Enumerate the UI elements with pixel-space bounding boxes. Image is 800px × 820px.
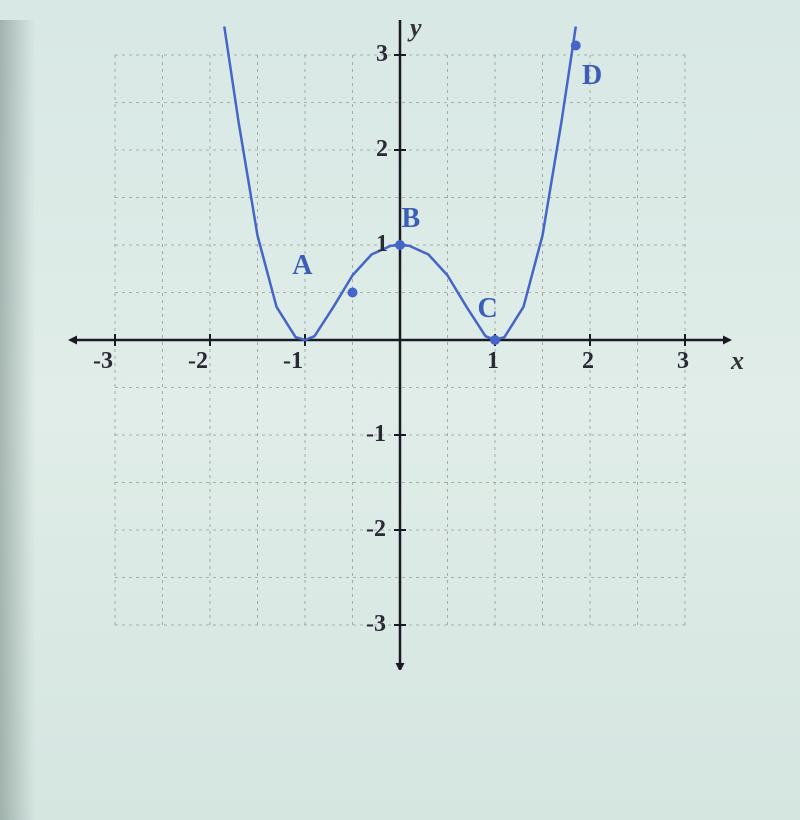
axes [68,20,732,670]
chart-svg [50,20,750,670]
y-tick-label: -1 [366,421,386,448]
x-tick-label: -2 [188,348,208,375]
point-marker [348,288,358,298]
y-tick-label: -2 [366,516,386,543]
point-label-b: B [402,203,421,235]
x-tick-label: 2 [582,348,594,375]
photo-edge-shadow [0,20,35,820]
point-marker [490,335,500,345]
point-label-c: C [478,293,498,325]
x-tick-label: -3 [93,348,113,375]
point-label-a: A [292,250,312,282]
labeled-points [348,41,581,346]
y-tick-label: 2 [376,136,388,163]
y-axis-label: y [410,13,422,43]
y-tick-label: 1 [376,231,388,258]
x-tick-label: -1 [283,348,303,375]
point-marker [571,41,581,51]
x-tick-label: 3 [677,348,689,375]
point-marker [395,240,405,250]
x-axis-label: x [731,346,744,376]
coordinate-plane-chart: -3-2-1123-3-2-1123xyABCD [50,20,750,670]
y-tick-label: 3 [376,41,388,68]
y-tick-label: -3 [366,611,386,638]
x-tick-label: 1 [487,348,499,375]
point-label-d: D [582,60,602,92]
